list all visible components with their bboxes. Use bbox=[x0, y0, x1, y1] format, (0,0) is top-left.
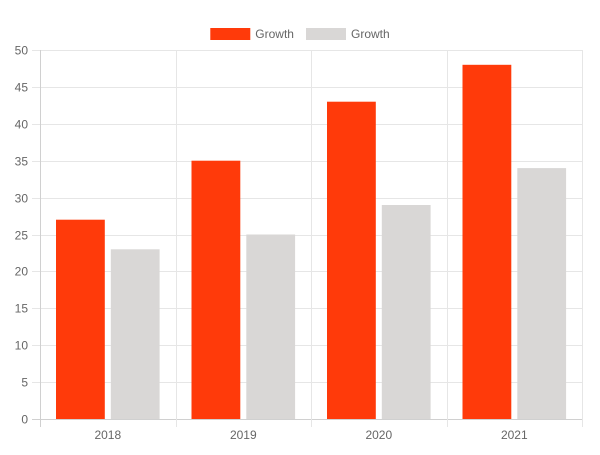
y-tick-label: 0 bbox=[21, 413, 28, 427]
y-tick-label: 35 bbox=[15, 155, 29, 169]
bar-2020-series-1[interactable] bbox=[327, 101, 376, 419]
y-tick-label: 40 bbox=[15, 118, 29, 132]
y-tick-label: 25 bbox=[15, 229, 29, 243]
bar-2021-series-2[interactable] bbox=[517, 168, 567, 419]
y-tick-label: 45 bbox=[15, 81, 29, 95]
bar-2018-series-2[interactable] bbox=[110, 249, 160, 419]
y-tick-label: 20 bbox=[15, 265, 29, 279]
bar-2020-series-2[interactable] bbox=[381, 205, 431, 419]
grid-lines bbox=[32, 50, 583, 427]
x-tick-label: 2018 bbox=[94, 428, 121, 442]
bar-2019-series-2[interactable] bbox=[246, 234, 296, 420]
legend-swatch bbox=[210, 28, 251, 40]
y-tick-label: 15 bbox=[15, 302, 29, 316]
legend-item-series-1[interactable]: Growth bbox=[210, 27, 294, 41]
bar-2019-series-1[interactable] bbox=[191, 160, 241, 419]
x-tick-label: 2019 bbox=[230, 428, 257, 442]
legend-label: Growth bbox=[255, 27, 294, 41]
legend-swatch bbox=[306, 28, 346, 40]
x-tick-label: 2020 bbox=[365, 428, 392, 442]
x-tick-label: 2021 bbox=[501, 428, 528, 442]
legend-item-series-2[interactable]: Growth bbox=[306, 27, 390, 41]
y-tick-label: 5 bbox=[21, 376, 28, 390]
y-tick-label: 10 bbox=[15, 339, 29, 353]
axes: 0 5 10 15 20 25 30 35 40 45 50 2018 2019 2020 2021 bbox=[15, 44, 528, 443]
legend[interactable]: Growth Growth bbox=[210, 27, 390, 41]
y-tick-label: 50 bbox=[15, 44, 29, 58]
y-tick-label: 30 bbox=[15, 192, 29, 206]
bar-2021-series-1[interactable] bbox=[462, 64, 512, 420]
legend-label: Growth bbox=[351, 27, 390, 41]
bars bbox=[56, 64, 567, 420]
bar-2018-series-1[interactable] bbox=[56, 219, 105, 419]
